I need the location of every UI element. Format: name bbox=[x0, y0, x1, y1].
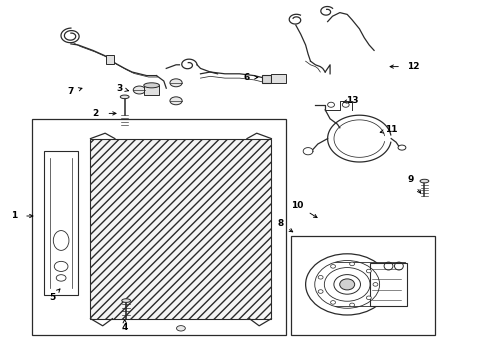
Text: 5: 5 bbox=[49, 292, 55, 302]
Circle shape bbox=[330, 265, 335, 268]
Bar bbox=[32, 119, 285, 335]
Ellipse shape bbox=[122, 299, 130, 302]
Ellipse shape bbox=[169, 79, 182, 87]
Bar bbox=[261, 75, 271, 83]
Bar bbox=[271, 74, 285, 83]
Circle shape bbox=[349, 262, 354, 266]
Text: 12: 12 bbox=[406, 62, 419, 71]
Circle shape bbox=[305, 254, 388, 315]
Circle shape bbox=[366, 269, 370, 273]
Text: 8: 8 bbox=[277, 219, 283, 228]
Bar bbox=[369, 263, 407, 306]
Text: 1: 1 bbox=[11, 211, 17, 220]
Text: 6: 6 bbox=[244, 73, 249, 82]
Bar bbox=[143, 85, 159, 95]
Text: 10: 10 bbox=[290, 201, 303, 210]
Ellipse shape bbox=[176, 325, 185, 331]
Ellipse shape bbox=[419, 179, 428, 183]
Ellipse shape bbox=[143, 83, 159, 88]
Circle shape bbox=[318, 290, 323, 293]
Circle shape bbox=[349, 303, 354, 307]
Bar bbox=[90, 139, 271, 319]
Text: 2: 2 bbox=[92, 109, 98, 118]
Ellipse shape bbox=[120, 95, 129, 99]
Text: 11: 11 bbox=[384, 125, 397, 134]
Text: 7: 7 bbox=[67, 87, 74, 96]
Circle shape bbox=[339, 279, 354, 290]
Bar bbox=[106, 55, 114, 64]
Circle shape bbox=[318, 275, 323, 279]
Text: 9: 9 bbox=[407, 175, 413, 184]
Text: 13: 13 bbox=[345, 96, 358, 105]
Bar bbox=[290, 236, 434, 335]
Ellipse shape bbox=[133, 86, 145, 94]
Bar bbox=[44, 151, 78, 295]
Ellipse shape bbox=[169, 97, 182, 105]
Circle shape bbox=[330, 301, 335, 304]
Text: 4: 4 bbox=[121, 323, 128, 332]
Text: 3: 3 bbox=[117, 84, 122, 93]
Circle shape bbox=[366, 296, 370, 300]
Circle shape bbox=[372, 283, 377, 286]
